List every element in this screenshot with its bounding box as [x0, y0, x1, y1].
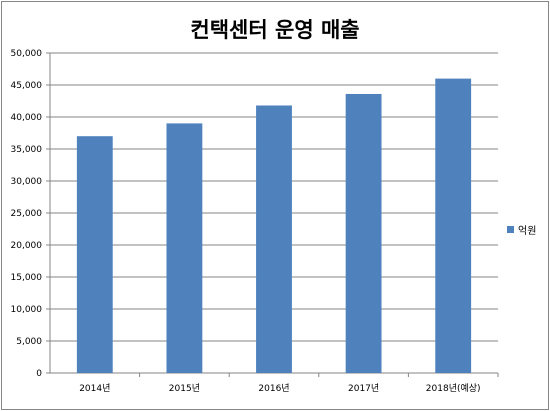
y-tick-label: 35,000 [11, 145, 43, 155]
x-tick-label: 2015년 [169, 383, 200, 394]
x-tick-label: 2016년 [258, 383, 289, 394]
x-tick-label: 2014년 [79, 383, 110, 394]
x-tick-label: 2017년 [348, 383, 379, 394]
bar [166, 123, 203, 374]
y-tick-label: 25,000 [11, 209, 43, 219]
y-tick-label: 30,000 [11, 177, 43, 187]
bar [256, 105, 292, 373]
x-tick-label: 2018년(예상) [426, 383, 481, 394]
y-tick-label: 45,000 [11, 81, 43, 91]
bar [345, 93, 382, 374]
bar [76, 136, 113, 373]
legend-label: 억원 [518, 226, 537, 237]
y-tick-label: 10,000 [11, 305, 43, 315]
y-tick-label: 15,000 [11, 273, 43, 283]
y-tick-label: 5,000 [16, 337, 42, 347]
y-tick-label: 0 [36, 369, 42, 379]
y-tick-label: 50,000 [11, 49, 43, 59]
legend: 억원 [507, 222, 536, 237]
bar [435, 78, 472, 373]
y-tick-label: 20,000 [11, 241, 43, 251]
y-tick-label: 40,000 [11, 113, 43, 123]
chart-title: 컨택센터 운영 매출 [190, 18, 360, 42]
legend-swatch [507, 226, 514, 233]
